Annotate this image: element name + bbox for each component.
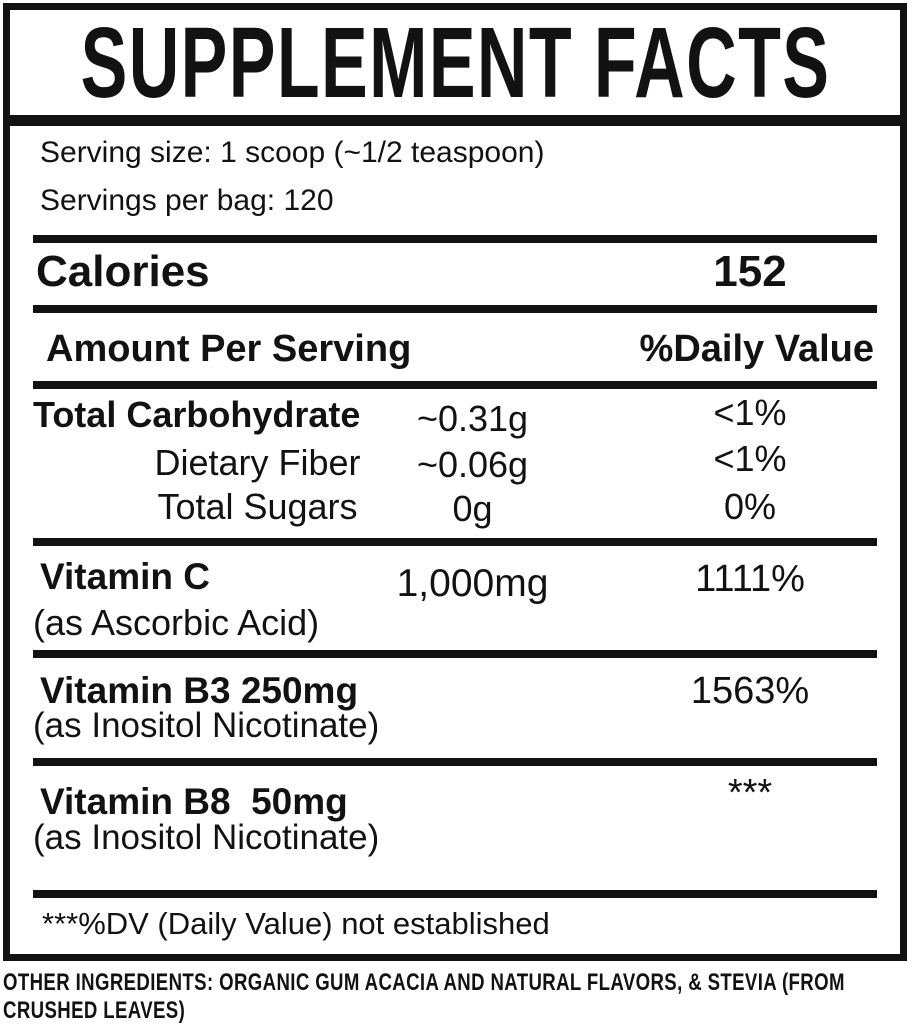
nutrient-name-total-carbohydrate: Total Carbohydrate	[33, 394, 361, 435]
daily-value-footnote: ***%DV (Daily Value) not established	[42, 906, 550, 941]
nutrient-amount-dietary-fiber: ~0.06g	[416, 444, 529, 485]
calories-value: 152	[713, 247, 787, 296]
servings-per-bag-line: Servings per bag: 120	[40, 184, 334, 217]
daily-value-header: %Daily Value	[639, 328, 874, 370]
nutrient-source-vitamin-b8: (as Inositol Nicotinate)	[33, 818, 380, 857]
supplement-facts-panel: SUPPLEMENT FACTS Serving size: 1 scoop (…	[3, 3, 907, 961]
nutrient-name-dietary-fiber: Dietary Fiber	[154, 442, 361, 483]
calories-label: Calories	[36, 247, 210, 296]
nutrient-name-total-sugars: Total Sugars	[157, 486, 358, 527]
nutrient-amount-total-sugars: 0g	[452, 488, 493, 529]
rule-above-calories	[33, 235, 877, 243]
rule-below-calories	[33, 305, 877, 313]
nutrient-name-vitamin-b3: Vitamin B3 250mg	[40, 670, 359, 711]
nutrient-source-vitamin-c: (as Ascorbic Acid)	[33, 602, 320, 643]
nutrient-dv-vitamin-b3: 1563%	[690, 670, 810, 712]
nutrient-name-vitamin-b8: Vitamin B8 50mg	[40, 781, 348, 822]
other-ingredients-text: OTHER INGREDIENTS: ORGANIC GUM ACACIA AN…	[3, 969, 845, 1024]
panel-title: SUPPLEMENT FACTS	[80, 6, 830, 119]
title-area: SUPPLEMENT FACTS	[10, 10, 900, 115]
nutrient-dv-vitamin-b8: ***	[727, 772, 773, 814]
nutrient-dv-vitamin-c: 1111%	[695, 558, 805, 600]
rule-below-headers	[33, 381, 877, 389]
rule-above-footnote	[33, 890, 877, 898]
serving-size-line: Serving size: 1 scoop (~1/2 teaspoon)	[40, 136, 545, 169]
nutrient-dv-total-sugars: 0%	[723, 486, 777, 527]
nutrient-source-vitamin-b3: (as Inositol Nicotinate)	[33, 706, 380, 745]
nutrient-dv-dietary-fiber: <1%	[713, 438, 787, 479]
nutrient-dv-total-carbohydrate: <1%	[713, 392, 787, 433]
rule-above-vitamin-c	[33, 538, 877, 546]
title-separator-rule	[10, 115, 900, 126]
rule-above-vitamin-b8	[33, 758, 877, 766]
nutrient-amount-total-carbohydrate: ~0.31g	[416, 398, 529, 439]
nutrient-amount-vitamin-c: 1,000mg	[396, 562, 549, 605]
nutrient-name-vitamin-c: Vitamin C	[40, 556, 210, 597]
amount-per-serving-header: Amount Per Serving	[46, 328, 412, 370]
rule-above-vitamin-b3	[33, 650, 877, 658]
